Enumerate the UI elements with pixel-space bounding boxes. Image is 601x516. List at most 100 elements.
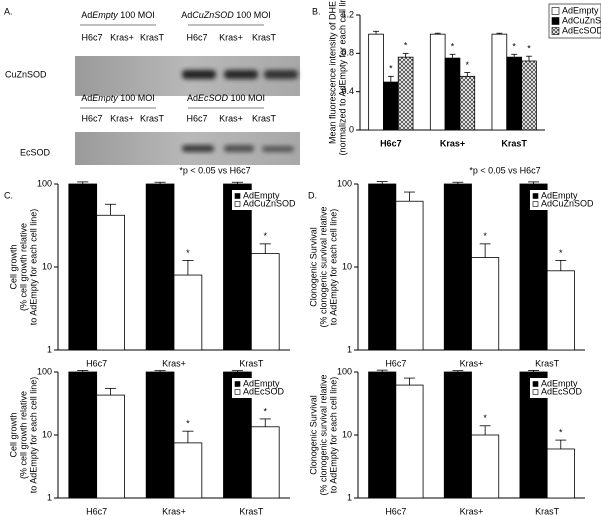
legend-box [530,378,585,398]
x-tick-label: KrasT [239,506,264,516]
legend-label: AdEmpty [243,378,280,388]
significance-note: *p < 0.05 vs H6c7 [469,165,540,175]
significance-mark: * [466,60,470,70]
legend-swatch [234,193,241,199]
y-tick-label: 100 [337,366,352,376]
legend-label: AdEmpty [541,378,578,388]
group-suffix: 100 MOI [120,10,155,20]
bar [546,270,575,351]
group-suffix: 100 MOI [236,10,271,20]
bar [68,371,98,499]
group-prefix: Ad [187,93,198,103]
panel-label: D. [308,190,317,200]
y-axis-label: to AdEmpty for each cell line) [28,209,38,326]
group-label: AdEmpty 100 MOI [81,93,155,103]
panel-label: A. [4,6,13,16]
x-tick-label: H6c7 [385,506,406,516]
lane-label: Kras+ [219,32,243,42]
legend-swatch [532,381,539,387]
group-prefix: Ad [181,10,192,20]
legend-label: AdEcSOD [541,386,583,396]
y-axis-label: to AdEmpty for each cell line) [28,377,38,494]
group-prefix: Ad [81,93,92,103]
y-tick-label: 100 [337,178,352,188]
y-axis-label: Cell growth [8,244,18,289]
bar [443,371,472,499]
significance-mark: * [263,231,267,241]
blot-image [75,56,300,165]
group-label: AdEmpty 100 MOI [81,10,155,20]
bar [223,183,252,351]
y-tick-label: 100 [37,366,52,376]
group-label: AdEcSOD 100 MOI [187,93,265,103]
lane-label: KrasT [140,113,165,123]
legend-box [232,190,287,210]
significance-mark: * [483,413,487,423]
bar [443,183,472,351]
bar [471,257,500,351]
significance-mark: * [559,248,563,258]
legend-label: AdEcSOD [562,25,601,35]
bar [459,75,476,131]
bar [395,384,424,499]
bar [546,448,575,499]
lane-label: Kras+ [219,113,243,123]
significance-mark: * [483,231,487,241]
panel-label: B. [312,6,321,16]
y-tick-label: 10 [42,429,52,439]
x-tick-label: Kras+ [162,506,186,516]
y-axis-label: Clonogenic Survival [308,395,318,475]
legend-swatch [234,201,241,207]
bar [368,33,384,131]
x-tick-label: H6c7 [380,138,402,148]
group-name: Empty [92,93,118,103]
x-tick-label: KrasT [501,138,527,148]
group-label: AdCuZnSOD 100 MOI [181,10,271,20]
lane-label: H6c7 [186,32,207,42]
bar [397,56,414,131]
bar [145,371,175,499]
bar [395,200,424,351]
legend-swatch [234,381,241,387]
legend-label: AdEmpty [541,190,578,200]
x-tick-label: Kras+ [162,358,186,368]
y-axis-label: Mean fluorescence intensity of DHE [327,1,337,144]
significance-mark: * [559,427,563,437]
group-suffix: 100 MOI [231,93,266,103]
x-tick-label: Kras+ [460,358,484,368]
y-tick-label: 0 [349,124,354,134]
significance-mark: * [527,44,531,54]
legend-swatch [532,193,539,199]
legend-swatch [532,389,539,395]
legend-label: AdEmpty [562,5,599,15]
bar [173,442,203,499]
y-axis-label: (% clonogenic survival relative [318,374,328,495]
x-tick-label: KrasT [535,358,560,368]
significance-mark: * [404,41,408,51]
significance-note: *p < 0.05 vs H6c7 [179,165,250,175]
y-tick-label: 1 [47,344,52,354]
bar [250,253,280,351]
bar [519,183,548,351]
lane-label: H6c7 [81,113,102,123]
y-tick-label: 0.8 [341,48,354,58]
significance-mark: * [186,419,190,429]
lane-label: H6c7 [81,32,102,42]
x-tick-label: KrasT [535,506,560,516]
group-name: Empty [92,10,118,20]
y-tick-label: 1 [347,344,352,354]
y-axis-label: Clonogenic Survival [308,227,318,307]
significance-mark: * [186,248,190,258]
lane-label: KrasT [252,32,277,42]
group-name: CuZnSOD [192,10,234,20]
legend-swatch [551,27,560,35]
bar [471,434,500,499]
bar [444,57,461,131]
x-tick-label: Kras+ [460,506,484,516]
y-tick-label: 10 [342,429,352,439]
bar [250,426,280,499]
legend-box [232,378,287,398]
y-tick-label: 1.2 [341,9,354,19]
lane-label: H6c7 [186,113,207,123]
